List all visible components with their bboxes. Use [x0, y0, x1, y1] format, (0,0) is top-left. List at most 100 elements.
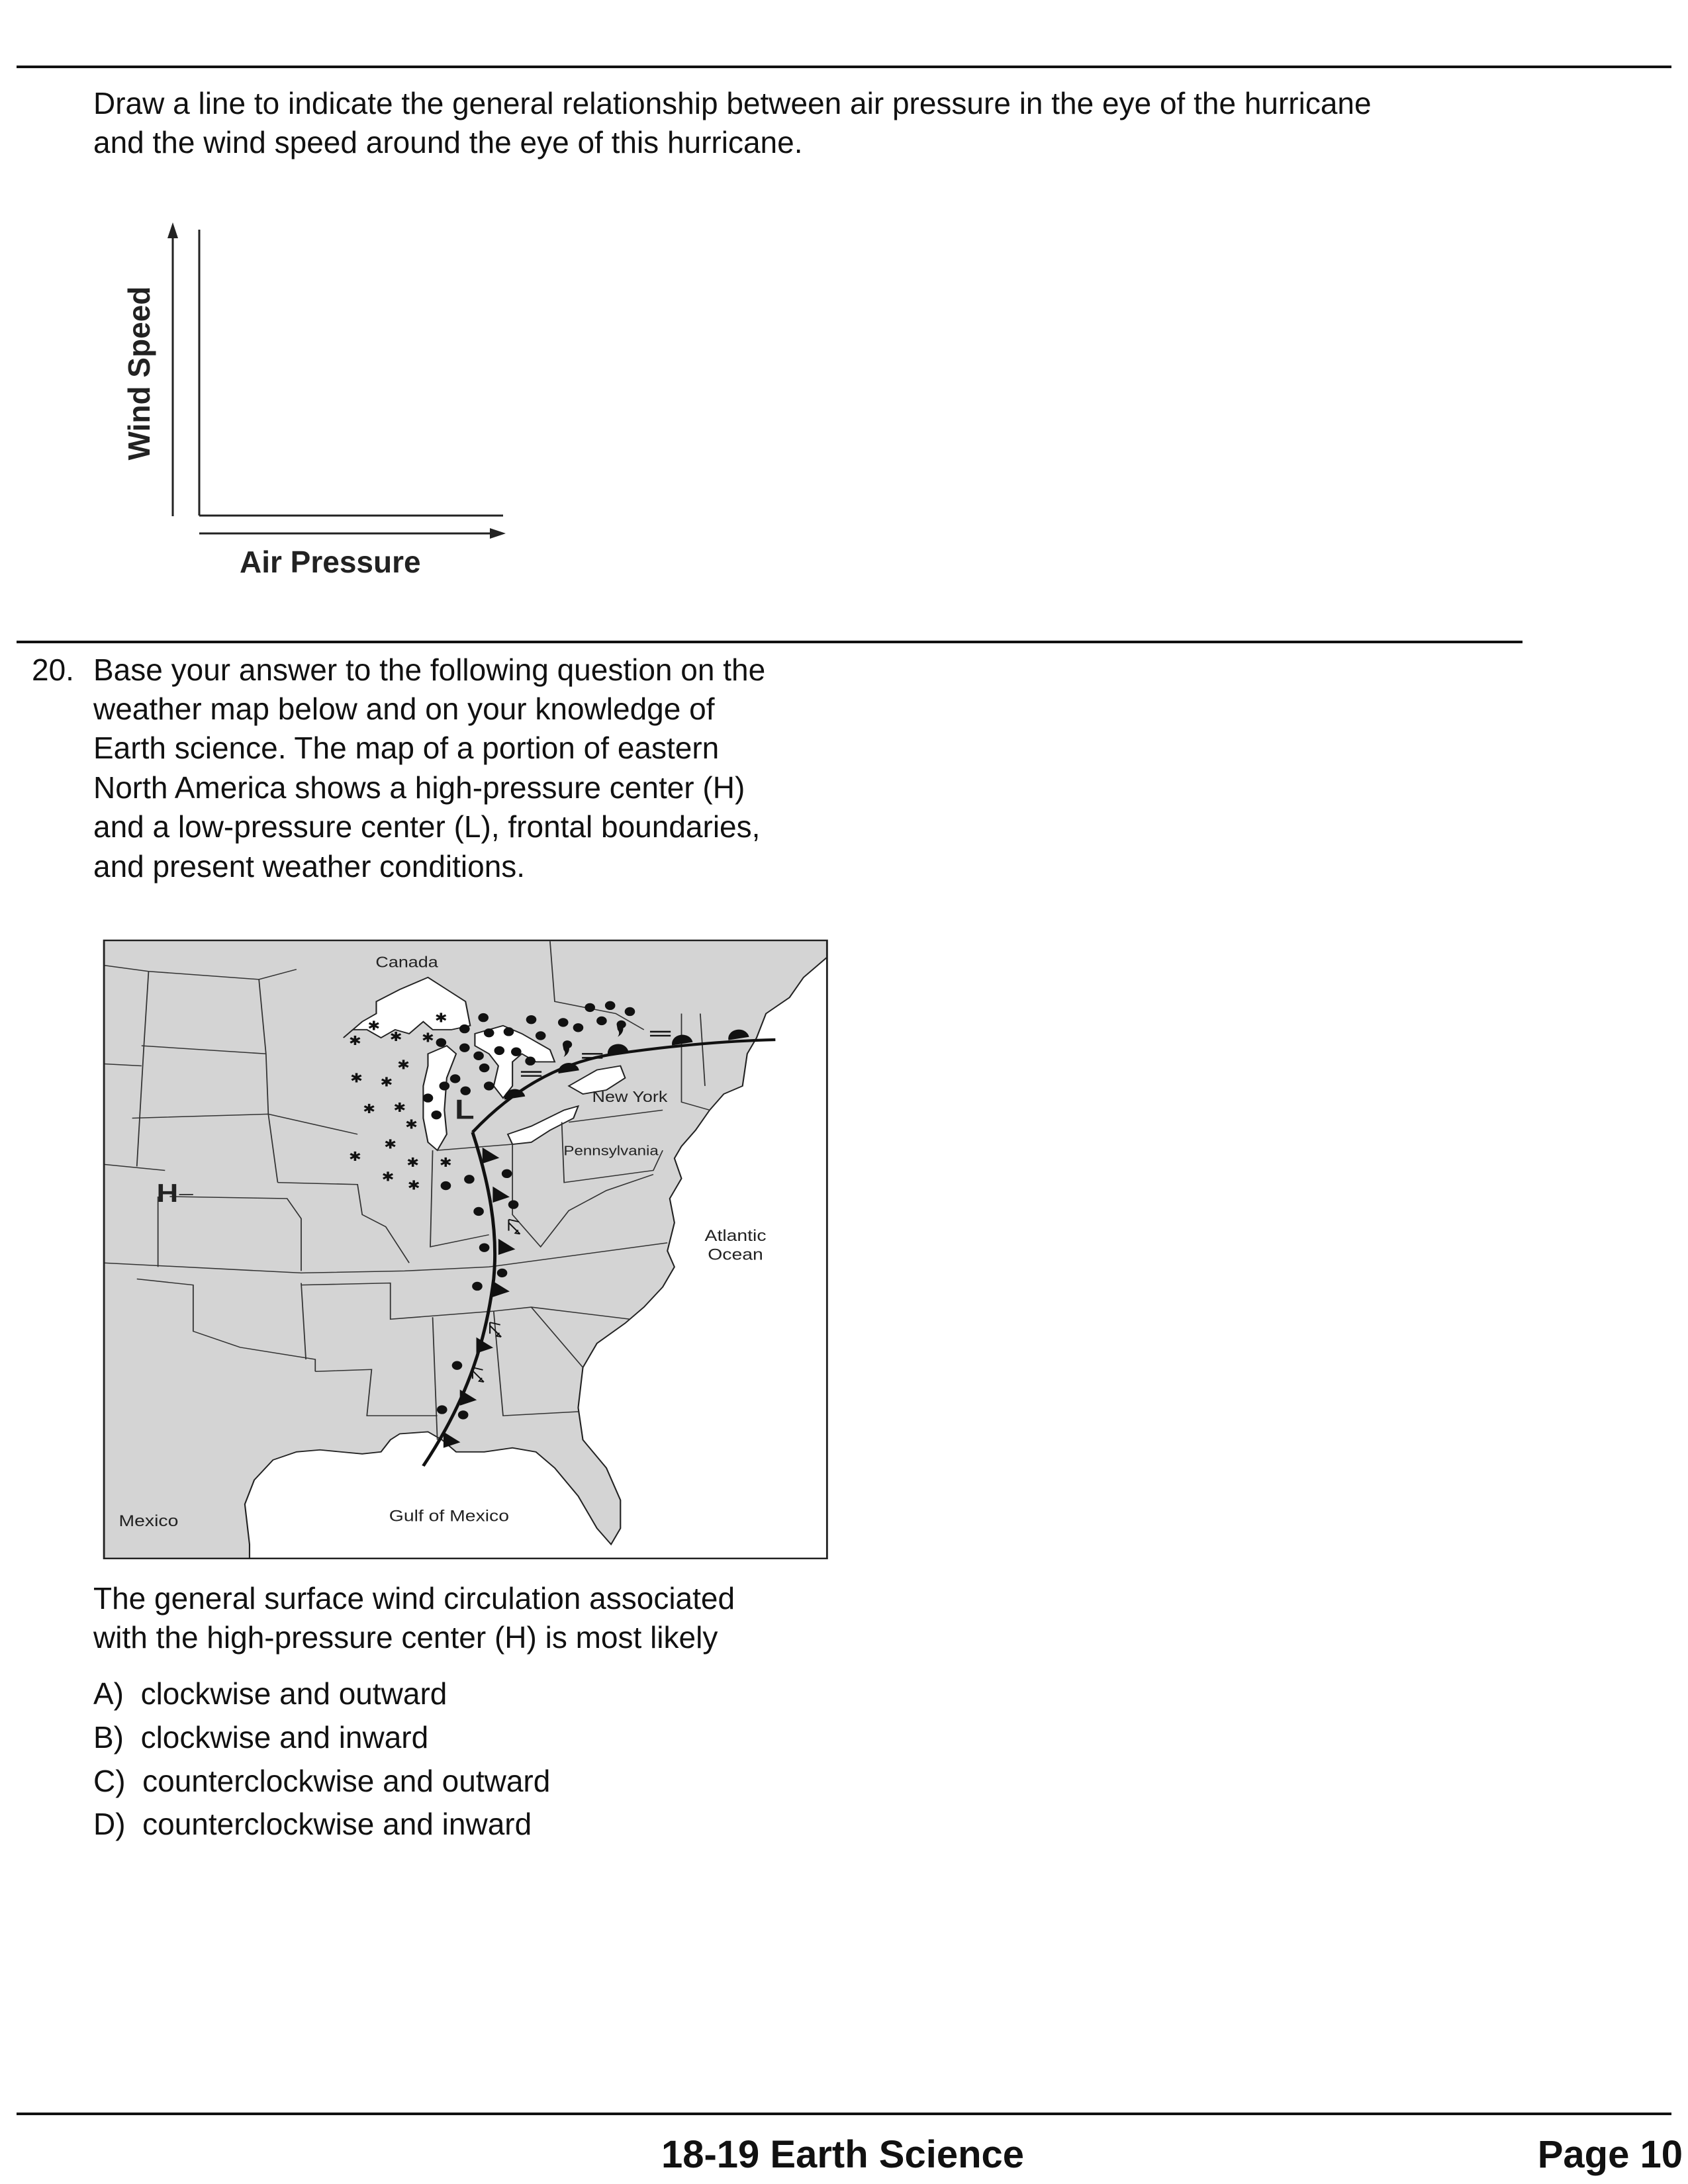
x-axis-label: Air Pressure	[240, 545, 421, 579]
lake-superior	[343, 976, 471, 1039]
option-d[interactable]: D) counterclockwise and inward	[93, 1806, 532, 1842]
cold-front-triangle	[459, 1389, 477, 1406]
snow-asterisk-icon: ✱	[440, 1155, 452, 1170]
option-a[interactable]: A) clockwise and outward	[93, 1676, 447, 1711]
map-label-atlantic: Atlantic	[705, 1226, 767, 1245]
rain-dot-icon	[478, 1013, 489, 1023]
snow-asterisk-icon: ✱	[384, 1136, 397, 1152]
blank-graph[interactable]	[159, 218, 516, 549]
x-arrow-head	[490, 528, 506, 539]
stem-line: Base your answer to the following questi…	[93, 653, 766, 687]
lake-huron	[474, 1024, 556, 1099]
map-border	[103, 939, 828, 1560]
snow-asterisk-icon: ✱	[393, 1099, 406, 1115]
rain-dot-icon	[459, 1043, 470, 1052]
snow-asterisk-icon: ✱	[363, 1101, 375, 1116]
page-number: Page 10	[1537, 2133, 1683, 2176]
option-text: counterclockwise and inward	[142, 1807, 532, 1841]
snow-asterisk-icon: ✱	[350, 1070, 363, 1085]
map-label-canada: Canada	[375, 954, 438, 971]
snow-asterisk-icon: ✱	[405, 1116, 418, 1132]
rain-dot-icon	[431, 1110, 442, 1120]
snow-asterisk-icon: ✱	[397, 1057, 410, 1072]
warm-front-semicircle	[607, 1044, 629, 1055]
rain-dot-icon	[422, 1093, 434, 1103]
rain-dot-icon	[440, 1181, 451, 1191]
y-axis-label: Wind Speed	[122, 286, 156, 461]
stem-line: and a low-pressure center (L), frontal b…	[93, 809, 761, 844]
map-label-ocean: Ocean	[708, 1245, 763, 1263]
rain-dot-icon	[479, 1063, 490, 1073]
drizzle-comma-icon	[616, 1020, 626, 1037]
weather-map: ✱✱✱ ✱✱✱✱ ✱✱ ✱✱✱✱ ✱ ✱✱✱ Canada New York Pennsy…	[103, 939, 828, 1560]
warm-front-semicircle	[672, 1034, 693, 1046]
rain-dot-icon	[525, 1056, 536, 1066]
rain-dot-icon	[511, 1047, 522, 1056]
prompt-line-1: The general surface wind circulation ass…	[93, 1581, 735, 1615]
prior-prompt-line-1: Draw a line to indicate the general rela…	[93, 86, 1372, 120]
option-letter: C)	[93, 1764, 126, 1798]
option-c[interactable]: C) counterclockwise and outward	[93, 1763, 550, 1799]
cold-front-triangle	[482, 1147, 500, 1164]
rain-dot-icon	[483, 1028, 494, 1038]
cold-front-triangle	[443, 1432, 461, 1448]
rain-dot-icon	[503, 1027, 514, 1036]
rain-dot-icon	[459, 1024, 470, 1034]
snow-asterisk-icon: ✱	[349, 1033, 361, 1048]
wind-barb-icon	[471, 1367, 485, 1383]
drizzle-comma-icon	[562, 1040, 573, 1058]
stem-line: North America shows a high-pressure cent…	[93, 770, 745, 805]
snow-asterisk-icon: ✱	[422, 1030, 434, 1045]
rain-dot-icon	[436, 1038, 447, 1047]
cold-front-triangle	[492, 1281, 510, 1297]
rain-dot-icon	[472, 1281, 483, 1291]
option-b[interactable]: B) clockwise and inward	[93, 1719, 428, 1755]
rain-dot-icon	[557, 1018, 569, 1027]
rain-dot-icon	[496, 1268, 508, 1278]
rain-dot-icon	[473, 1206, 484, 1216]
rain-dot-icon	[624, 1007, 635, 1017]
lake-michigan	[422, 1045, 457, 1152]
rain-dot-icon	[585, 1003, 595, 1013]
rain-dot-icon	[436, 1405, 447, 1414]
atlantic-gulf-water	[244, 940, 828, 1559]
prompt-line-2: with the high-pressure center (H) is mos…	[93, 1620, 718, 1655]
option-letter: B)	[93, 1720, 124, 1754]
lake-ontario	[567, 1065, 626, 1095]
option-text: counterclockwise and outward	[142, 1764, 551, 1798]
rain-dot-icon	[457, 1410, 469, 1420]
warm-front-semicircle	[558, 1063, 579, 1074]
option-letter: D)	[93, 1807, 126, 1841]
rain-dot-icon	[535, 1031, 546, 1040]
option-text: clockwise and outward	[140, 1676, 447, 1711]
stem-line: and present weather conditions.	[93, 849, 526, 884]
option-letter: A)	[93, 1676, 124, 1711]
rain-dot-icon	[464, 1175, 475, 1184]
question-number: 20.	[32, 653, 74, 687]
stem-line: Earth science. The map of a portion of e…	[93, 731, 720, 765]
snow-asterisk-icon: ✱	[406, 1155, 419, 1170]
rain-dot-icon	[449, 1074, 461, 1083]
rain-dot-icon	[494, 1046, 505, 1056]
snow-asterisk-icon: ✱	[381, 1074, 393, 1089]
rain-dot-icon	[508, 1200, 519, 1209]
wind-barb-icon	[508, 1218, 521, 1235]
rain-dot-icon	[526, 1015, 537, 1024]
map-label-gulf: Gulf of Mexico	[389, 1506, 509, 1525]
y-arrow-head	[167, 222, 178, 238]
rain-dot-icon	[483, 1081, 494, 1091]
high-pressure-label: H	[156, 1179, 178, 1207]
warm-front-semicircle	[728, 1029, 749, 1040]
state-borders	[103, 941, 710, 1440]
rain-dot-icon	[439, 1081, 450, 1091]
section-rule	[17, 641, 1523, 643]
footer-title: 18-19 Earth Science	[661, 2133, 1025, 2176]
cold-front-triangle	[476, 1337, 494, 1353]
rain-dot-icon	[473, 1051, 484, 1060]
map-label-pennsylvania: Pennsylvania	[563, 1143, 659, 1158]
snow-asterisk-icon: ✱	[390, 1028, 402, 1044]
rain-dot-icon	[596, 1016, 607, 1026]
lake-erie	[506, 1105, 580, 1145]
snow-asterisk-icon: ✱	[435, 1010, 447, 1025]
snow-asterisk-icon: ✱	[367, 1018, 380, 1033]
